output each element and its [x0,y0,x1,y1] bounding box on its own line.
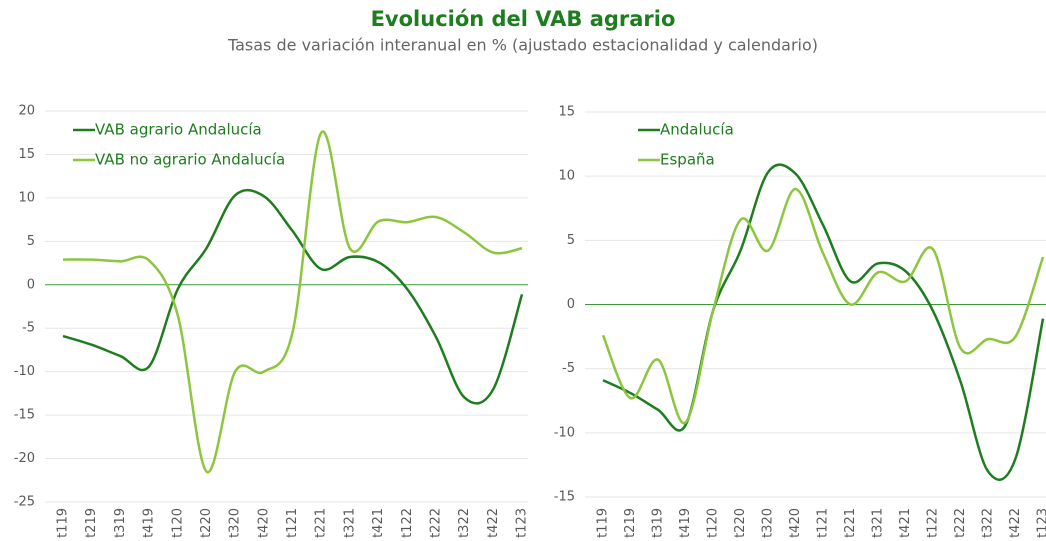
x-tick-label: t322 [457,508,472,538]
x-tick-label: t123 [1036,508,1046,538]
x-tick-label: t422 [1008,508,1023,538]
x-tick-label: t120 [170,508,185,538]
x-tick-label: t419 [142,508,157,538]
legend-label: VAB no agrario Andalucía [95,151,285,169]
x-tick-label: t221 [843,508,858,538]
series-line [601,187,1045,425]
y-tick-label: 5 [567,233,575,248]
x-tick-label: t122 [926,508,941,538]
x-tick-label: t220 [733,508,748,538]
series-line [602,163,1045,481]
series-line [62,188,524,405]
y-tick-label: -10 [14,364,35,379]
y-tick-label: 10 [558,169,575,184]
legend-label: Andalucía [660,121,734,139]
x-tick-label: t420 [256,508,271,538]
x-tick-label: t421 [371,508,386,538]
y-tick-label: -15 [554,490,575,505]
y-tick-label: 20 [18,104,35,119]
x-tick-label: t121 [285,508,300,538]
x-tick-label: t122 [400,508,415,538]
y-tick-label: -10 [554,425,575,440]
y-tick-label: 10 [18,190,35,205]
x-tick-label: t222 [953,508,968,538]
y-tick-label: -25 [14,495,35,510]
x-tick-label: t320 [761,508,776,538]
x-tick-label: t121 [816,508,831,538]
x-tick-label: t120 [706,508,721,538]
y-tick-label: -20 [14,451,35,466]
x-tick-label: t421 [898,508,913,538]
legend-label: VAB agrario Andalucía [95,121,262,139]
x-tick-label: t222 [428,508,443,538]
x-tick-label: t420 [788,508,803,538]
legend-label: España [660,151,715,169]
y-tick-label: -5 [562,361,575,376]
x-tick-label: t219 [84,508,99,538]
x-tick-label: t220 [199,508,214,538]
y-tick-label: 15 [18,147,35,162]
x-tick-label: t123 [515,508,530,538]
x-tick-label: t119 [596,508,611,538]
x-tick-label: t419 [678,508,693,538]
x-tick-label: t322 [981,508,996,538]
y-tick-label: 0 [27,277,35,292]
x-tick-label: t219 [623,508,638,538]
chart-subtitle: Tasas de variación interanual en % (ajus… [227,36,818,55]
x-tick-label: t320 [228,508,243,538]
chart-title: Evolución del VAB agrario [371,7,676,31]
y-tick-label: 15 [558,105,575,120]
y-tick-label: 5 [27,234,35,249]
x-tick-label: t422 [486,508,501,538]
x-tick-label: t319 [113,508,128,538]
y-tick-label: 0 [567,297,575,312]
x-tick-label: t221 [314,508,329,538]
x-tick-label: t319 [651,508,666,538]
series-line [62,130,523,474]
x-tick-label: t321 [871,508,886,538]
x-tick-label: t321 [342,508,357,538]
x-tick-label: t119 [56,508,71,538]
y-tick-label: -15 [14,408,35,423]
y-tick-label: -5 [22,321,35,336]
